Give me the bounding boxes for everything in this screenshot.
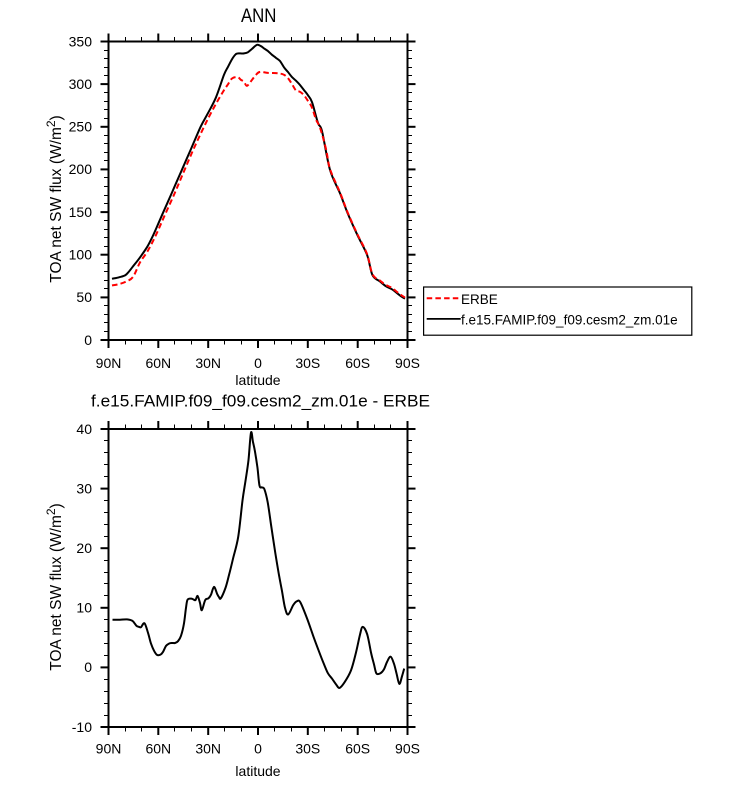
svg-text:TOA net SW flux (W/m2): TOA net SW flux (W/m2): [44, 115, 65, 282]
svg-text:90S: 90S: [395, 741, 420, 757]
svg-text:ANN: ANN: [241, 5, 277, 27]
svg-text:60S: 60S: [345, 355, 370, 371]
svg-text:30N: 30N: [195, 741, 221, 757]
svg-text:60N: 60N: [145, 355, 171, 371]
svg-text:f.e15.FAMIP.f09_f09.cesm2_zm.0: f.e15.FAMIP.f09_f09.cesm2_zm.01e: [461, 313, 678, 328]
svg-text:200: 200: [69, 161, 93, 177]
svg-text:60S: 60S: [345, 741, 370, 757]
svg-text:latitude: latitude: [235, 372, 280, 388]
svg-text:50: 50: [76, 289, 92, 305]
svg-text:300: 300: [69, 76, 93, 92]
svg-text:20: 20: [76, 540, 92, 556]
svg-text:0: 0: [84, 659, 92, 675]
svg-text:latitude: latitude: [235, 763, 280, 779]
svg-text:30N: 30N: [195, 355, 221, 371]
svg-text:30S: 30S: [295, 355, 320, 371]
svg-text:100: 100: [69, 247, 93, 263]
svg-text:90N: 90N: [96, 355, 122, 371]
svg-text:90S: 90S: [395, 355, 420, 371]
svg-text:30S: 30S: [295, 741, 320, 757]
svg-text:350: 350: [69, 33, 93, 49]
svg-text:0: 0: [84, 332, 92, 348]
svg-text:250: 250: [69, 119, 93, 135]
svg-text:0: 0: [254, 355, 262, 371]
svg-text:-10: -10: [72, 719, 92, 735]
svg-text:ERBE: ERBE: [461, 292, 498, 307]
svg-text:TOA net SW flux (W/m2): TOA net SW flux (W/m2): [44, 503, 65, 670]
svg-text:f.e15.FAMIP.f09_f09.cesm2_zm.0: f.e15.FAMIP.f09_f09.cesm2_zm.01e - ERBE: [91, 392, 430, 411]
svg-text:30: 30: [76, 480, 92, 496]
svg-text:10: 10: [76, 600, 92, 616]
svg-text:0: 0: [254, 741, 262, 757]
svg-text:40: 40: [76, 421, 92, 437]
svg-text:60N: 60N: [145, 741, 171, 757]
svg-text:150: 150: [69, 204, 93, 220]
svg-text:90N: 90N: [96, 741, 122, 757]
